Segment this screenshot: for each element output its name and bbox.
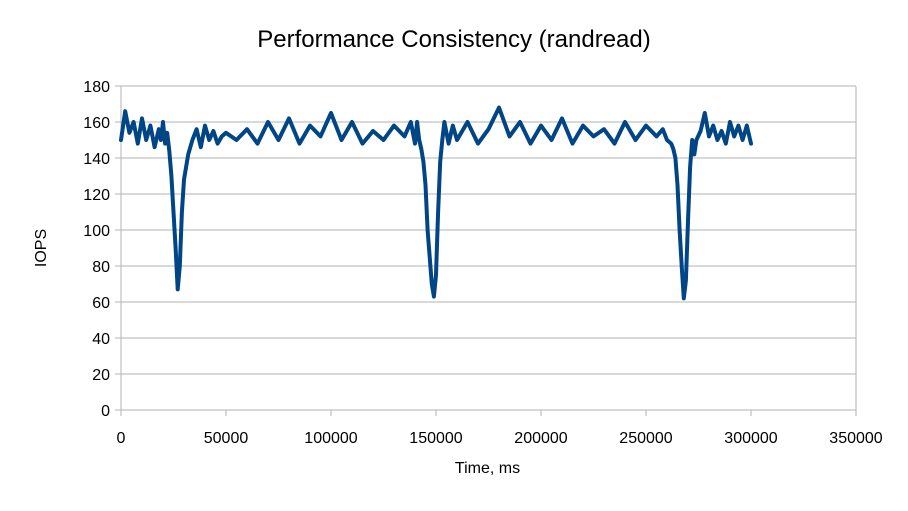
y-tick-label: 60 xyxy=(92,295,110,312)
x-tick-label: 200000 xyxy=(514,430,567,447)
grid-lines xyxy=(115,85,857,416)
y-tick-labels: 0 20 40 60 80 100 120 140 160 180 xyxy=(83,79,110,420)
y-tick-label: 140 xyxy=(83,151,110,168)
series-layer xyxy=(119,105,753,301)
x-tick-label: 250000 xyxy=(619,430,672,447)
series-line-0 xyxy=(119,105,753,301)
y-tick-label: 40 xyxy=(92,331,110,348)
x-tick-label: 150000 xyxy=(409,430,462,447)
x-tick-label: 300000 xyxy=(724,430,777,447)
y-tick-label: 0 xyxy=(101,403,110,420)
y-tick-label: 120 xyxy=(83,187,110,204)
y-tick-label: 180 xyxy=(83,79,110,96)
chart-title: Performance Consistency (randread) xyxy=(257,26,651,53)
x-tick-labels: 0 50000 100000 150000 200000 250000 300000 3500… xyxy=(117,430,883,447)
y-axis-title: IOPS xyxy=(33,228,50,268)
x-tick-label: 350000 xyxy=(829,430,882,447)
x-tick-label: 50000 xyxy=(204,430,249,447)
x-tick-label: 100000 xyxy=(304,430,357,447)
y-tick-label: 80 xyxy=(92,259,110,276)
y-tick-label: 20 xyxy=(92,367,110,384)
y-tick-label: 100 xyxy=(83,223,110,240)
y-tick-label: 160 xyxy=(83,115,110,132)
x-axis-title: Time, ms xyxy=(454,460,521,477)
x-tick-label: 0 xyxy=(117,430,126,447)
